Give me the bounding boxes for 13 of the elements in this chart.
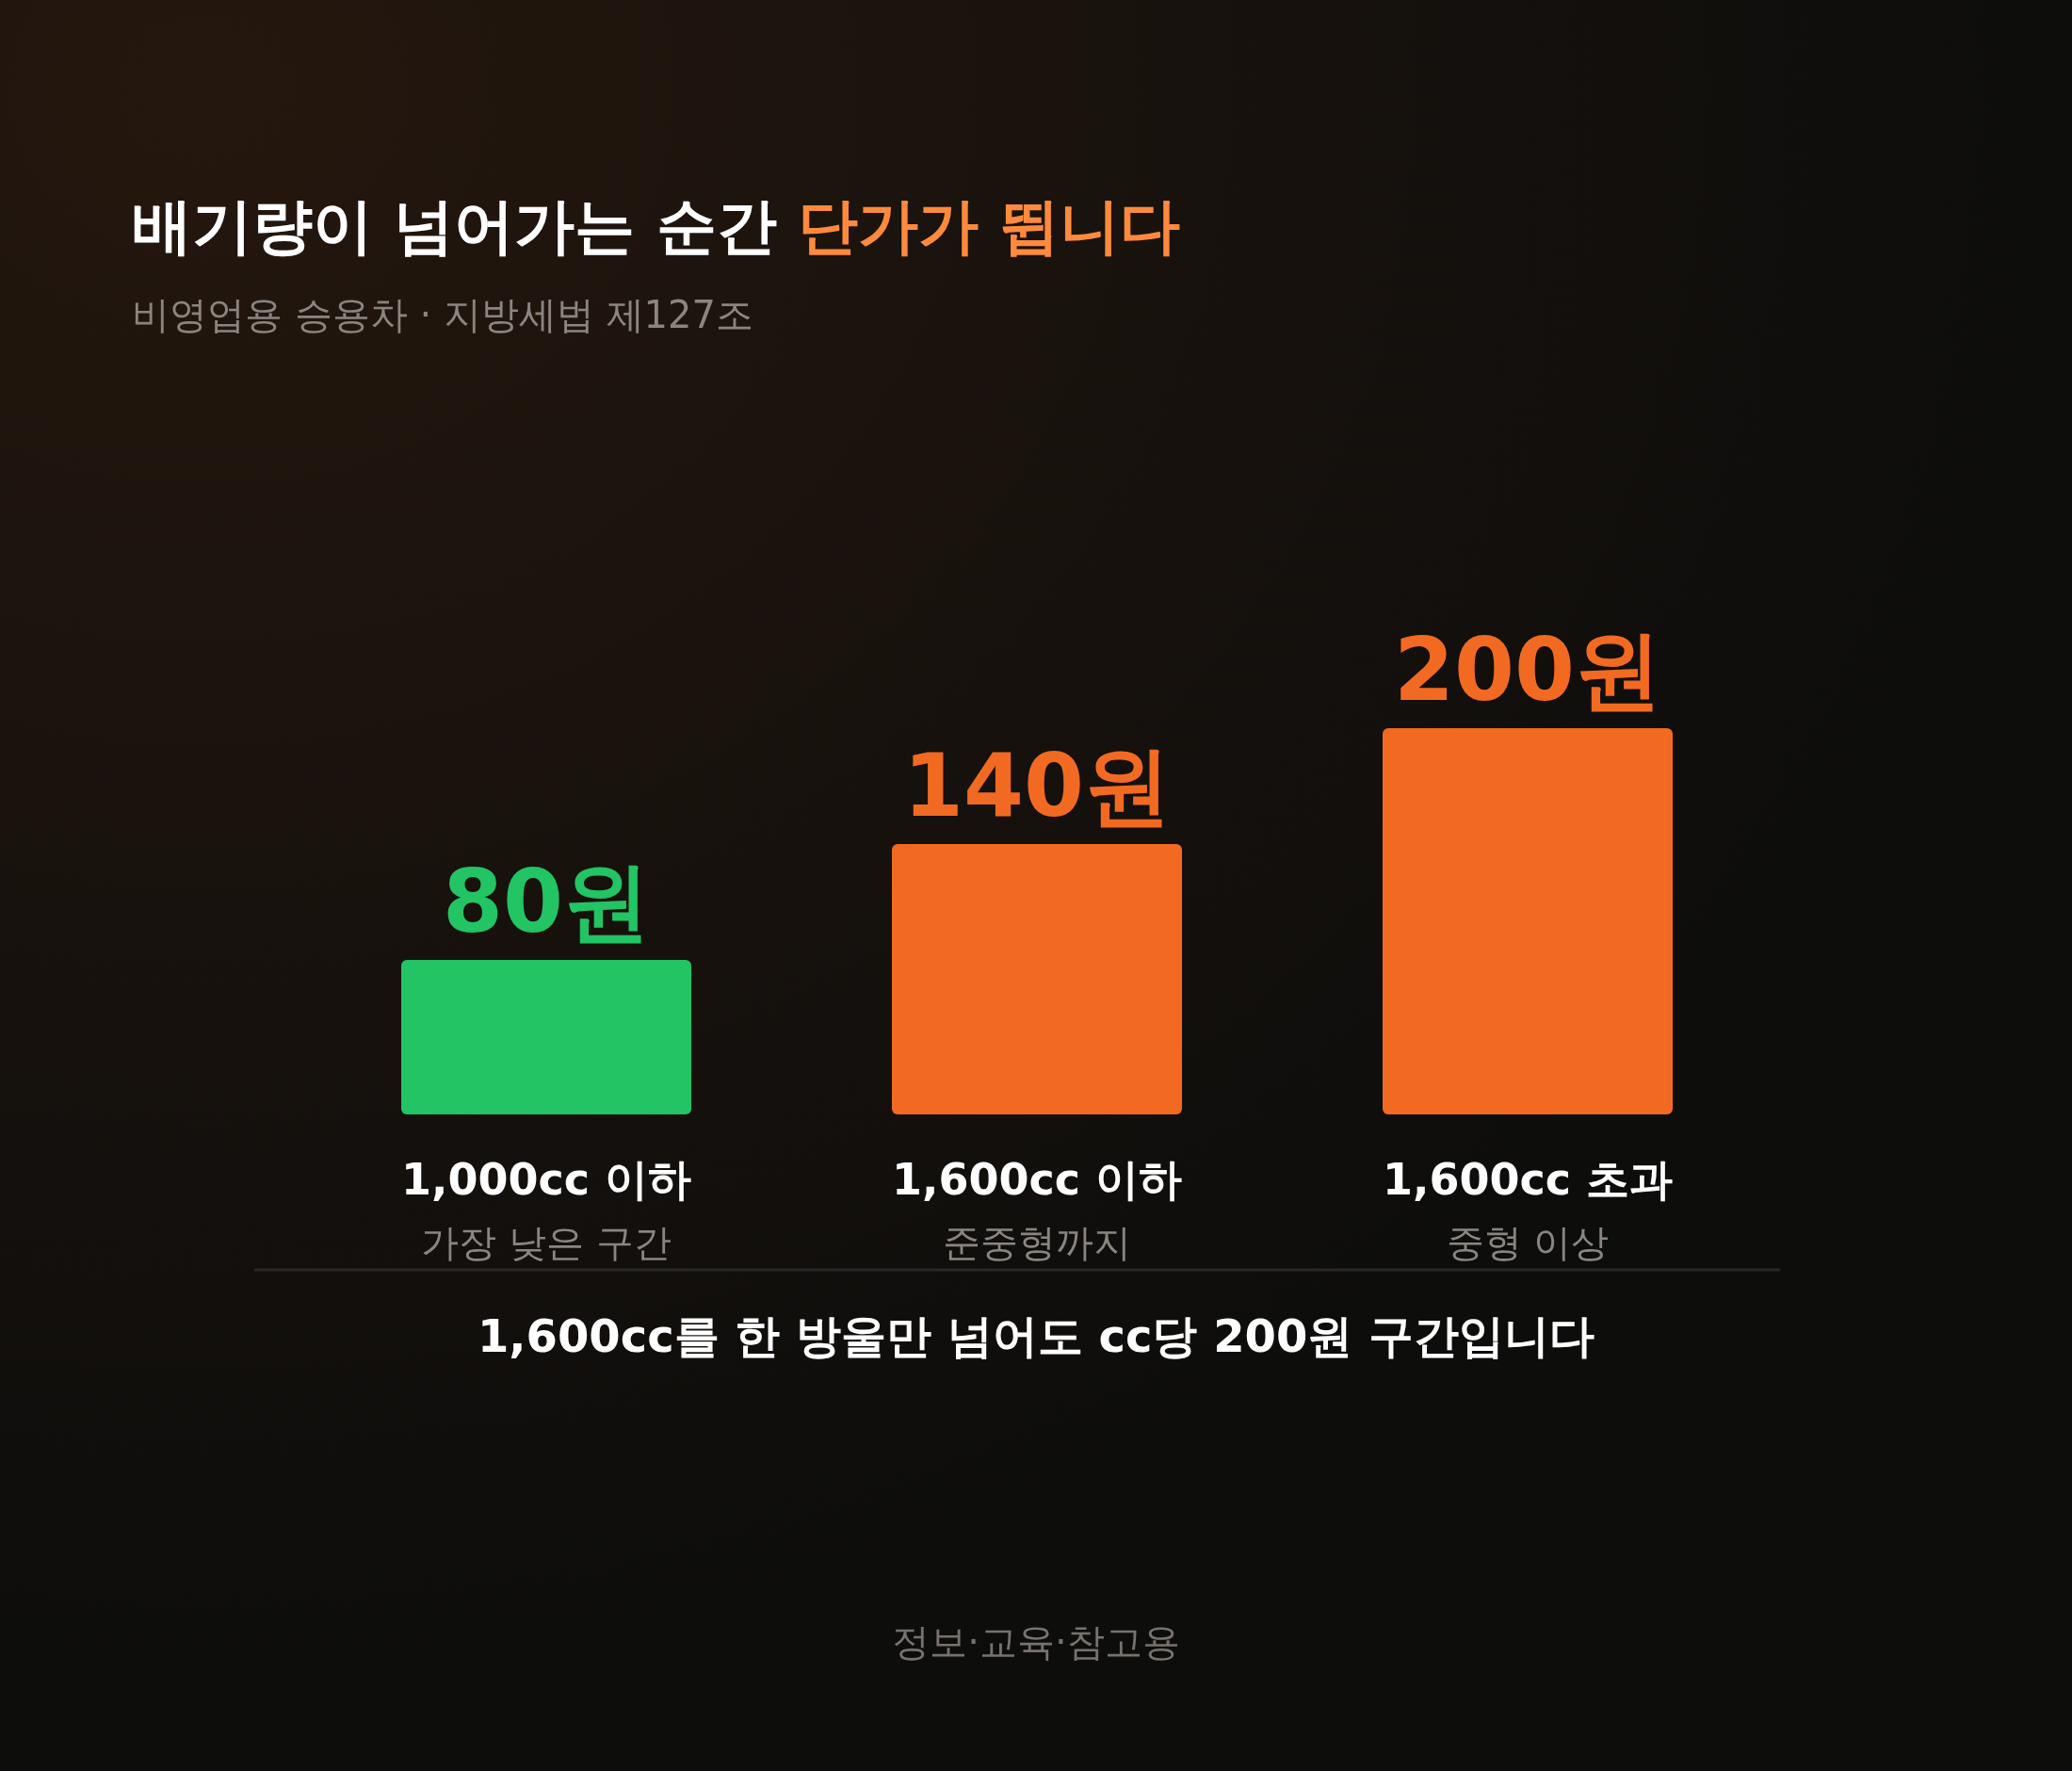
x-tick-label: 1,000cc 이하 <box>400 1154 692 1205</box>
chart-subtitle: 비영업용 승용차 · 지방세법 제127조 <box>132 293 753 336</box>
x-tick-label: 1,600cc 이하 <box>891 1154 1183 1205</box>
text: 중형 이상 <box>1446 1221 1610 1264</box>
text: 정보·교육·참고용 <box>892 1620 1180 1664</box>
text: 가장 낮은 구간 <box>421 1221 672 1264</box>
x-tick-label: 1,600cc 초과 <box>1382 1154 1674 1205</box>
data-label: 140원 <box>902 736 1172 837</box>
data-label: 80원 <box>442 852 651 952</box>
text: 준중형까지 <box>943 1221 1131 1264</box>
chart-title: 배기량이 넘어가는 순간 단가가 뜁니다 <box>132 191 1181 261</box>
data-label: 200원 <box>1393 620 1662 721</box>
text: 1,600cc를 한 방울만 넘어도 cc당 200원 구간입니다 <box>477 1309 1595 1362</box>
